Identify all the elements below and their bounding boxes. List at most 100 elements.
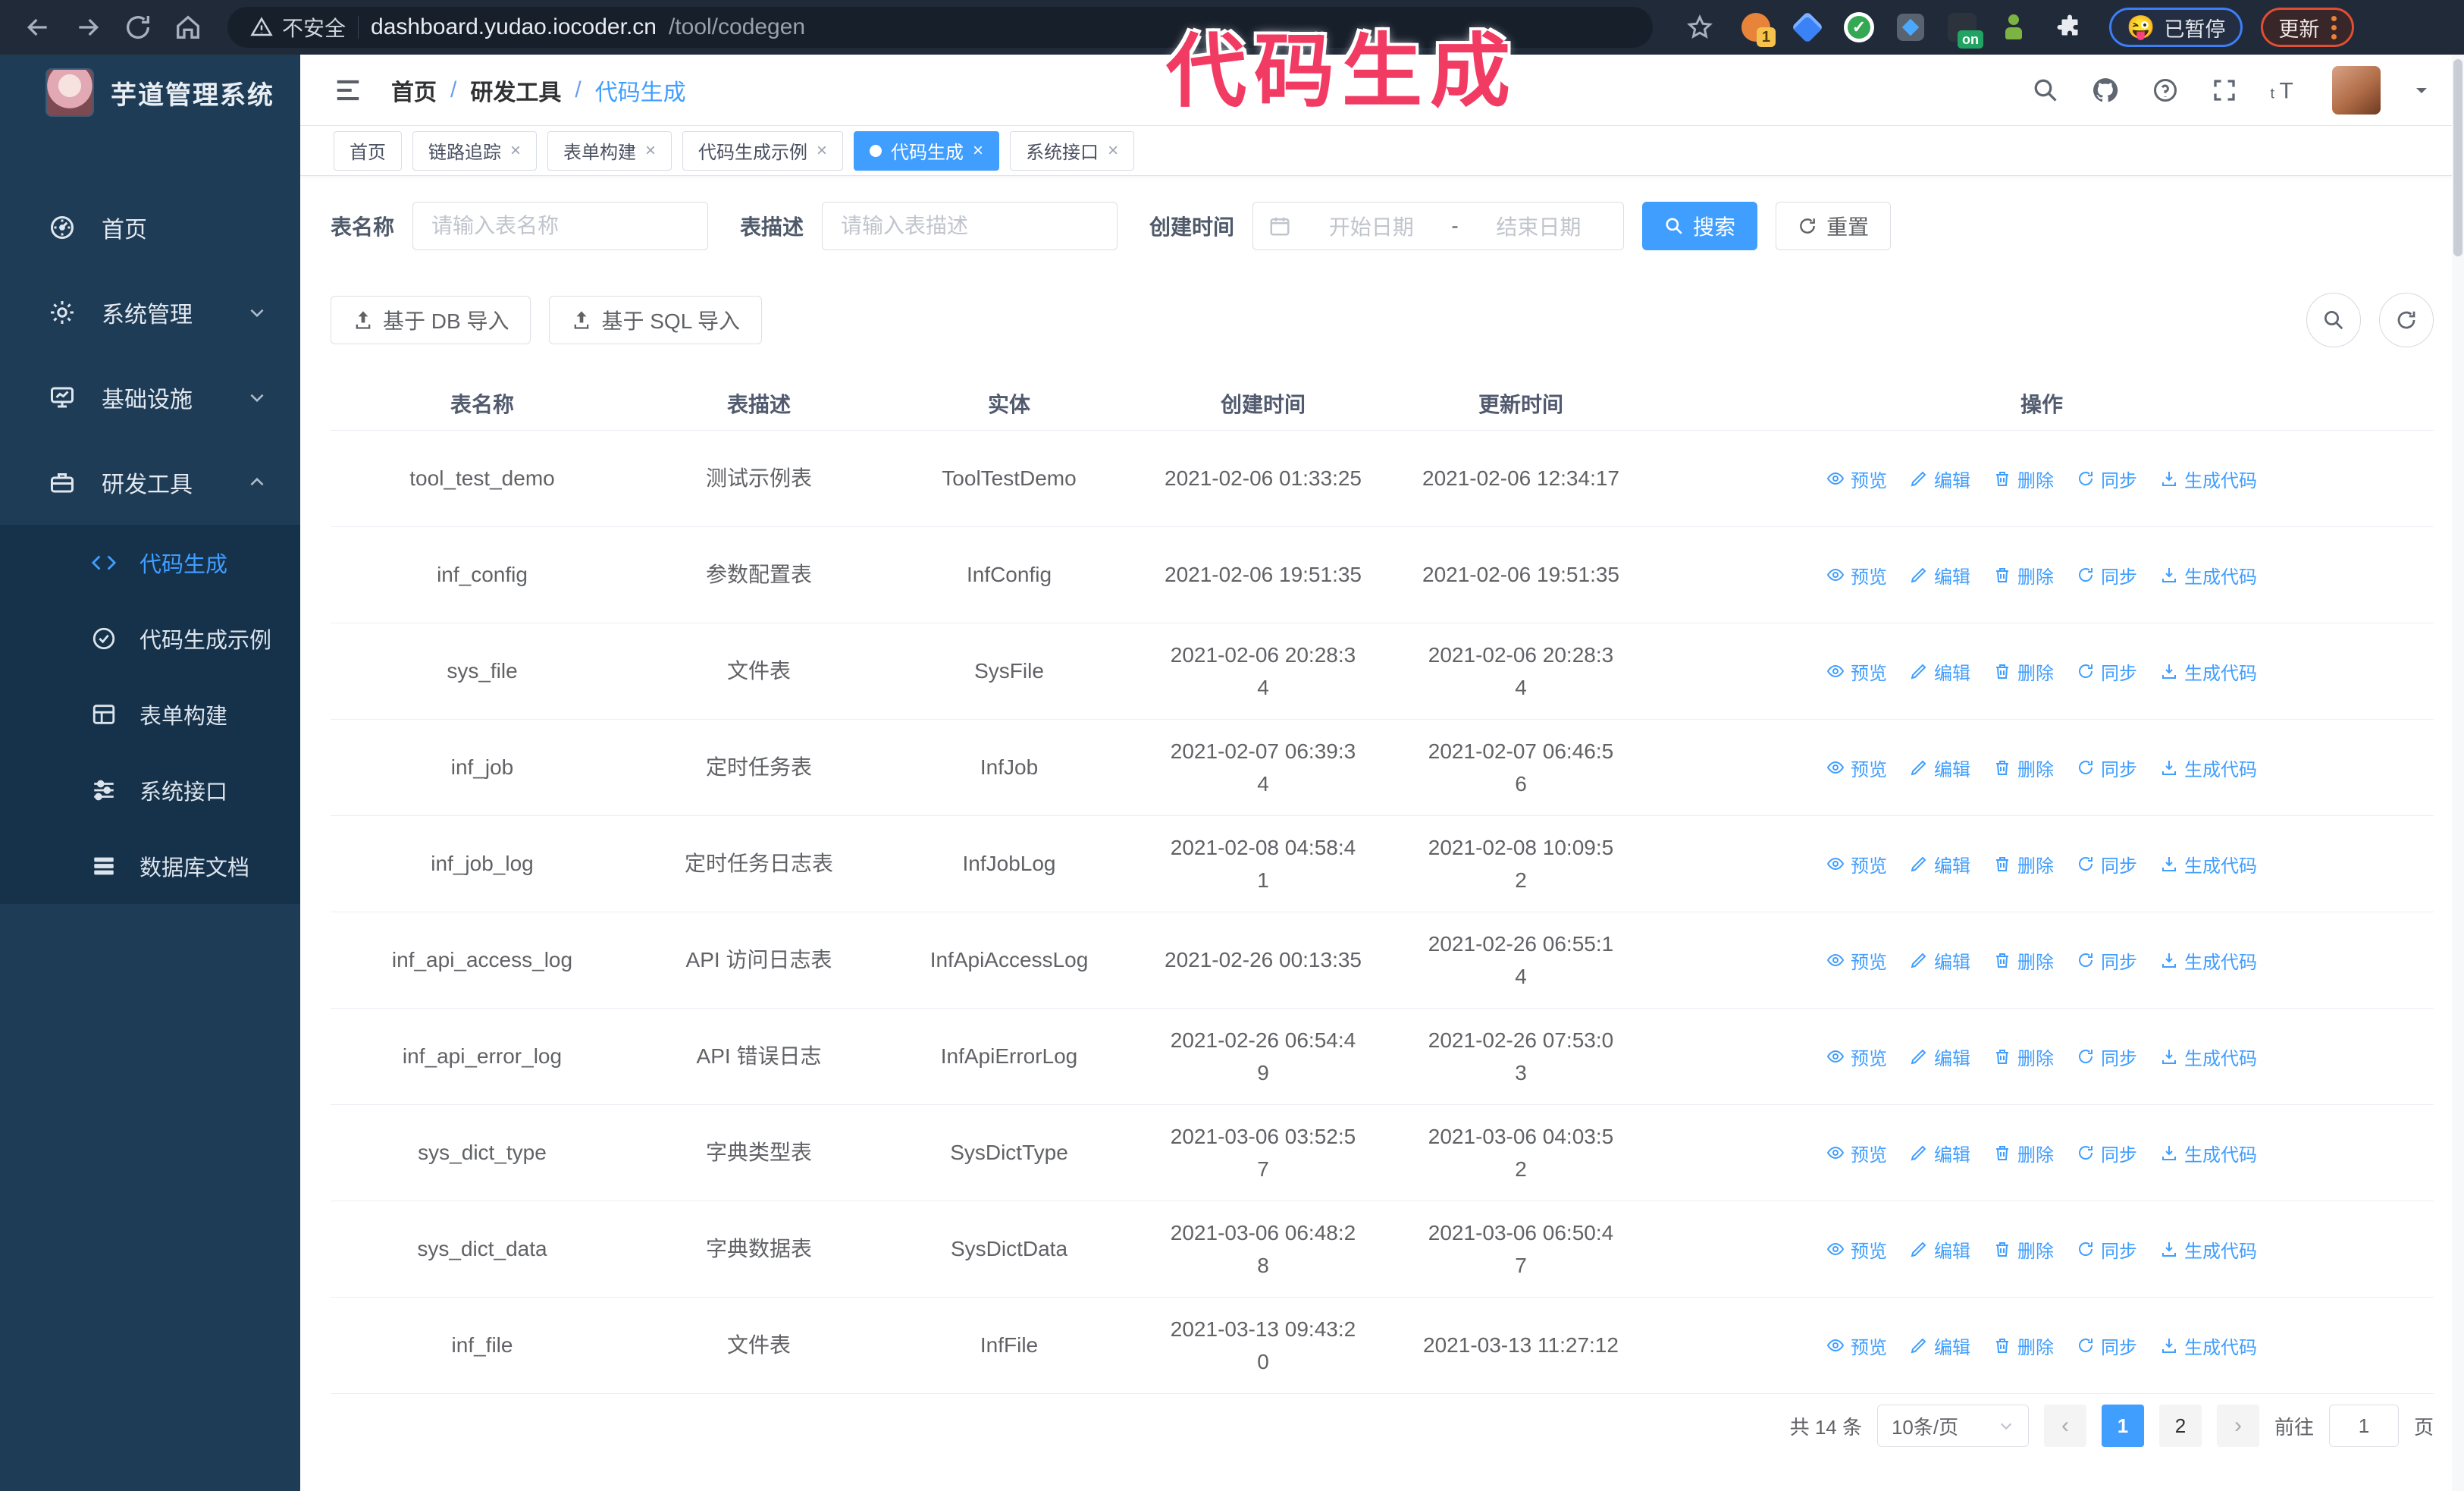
window-scrollbar[interactable]	[2452, 55, 2464, 1491]
preview-link[interactable]: 预览	[1826, 658, 1887, 685]
preview-link[interactable]: 预览	[1826, 466, 1887, 492]
close-icon[interactable]: ×	[817, 140, 828, 161]
profile-paused-chip[interactable]: 😜 已暂停	[2109, 8, 2243, 47]
import-sql-button[interactable]: 基于 SQL 导入	[549, 296, 763, 344]
generate-code-link[interactable]: 生成代码	[2160, 466, 2257, 492]
delete-link[interactable]: 删除	[1993, 466, 2054, 492]
edit-link[interactable]: 编辑	[1910, 947, 1970, 974]
sidebar-item-form-builder[interactable]: 表单构建	[0, 676, 300, 752]
edit-link[interactable]: 编辑	[1910, 658, 1970, 685]
extension-check-icon[interactable]: ✓	[1842, 11, 1876, 44]
table-row[interactable]: inf_job_log 定时任务日志表 InfJobLog 2021-02-08…	[331, 816, 2434, 912]
delete-link[interactable]: 删除	[1993, 658, 2054, 685]
toggle-search-button[interactable]	[2306, 293, 2361, 347]
delete-link[interactable]: 删除	[1993, 1044, 2054, 1070]
preview-link[interactable]: 预览	[1826, 1140, 1887, 1166]
delete-link[interactable]: 删除	[1993, 755, 2054, 781]
sync-link[interactable]: 同步	[2077, 1332, 2137, 1359]
edit-link[interactable]: 编辑	[1910, 562, 1970, 589]
extension-grid-icon[interactable]	[1894, 11, 1927, 44]
extension-gem-icon[interactable]	[1791, 11, 1824, 44]
app-logo-row[interactable]: 芋道管理系统	[0, 55, 300, 130]
edit-link[interactable]: 编辑	[1910, 1140, 1970, 1166]
edit-link[interactable]: 编辑	[1910, 851, 1970, 877]
extensions-puzzle-icon[interactable]	[2049, 6, 2091, 49]
delete-link[interactable]: 删除	[1993, 947, 2054, 974]
github-icon[interactable]	[2091, 76, 2120, 105]
sidebar-item-devtools[interactable]: 研发工具	[0, 440, 300, 525]
sync-link[interactable]: 同步	[2077, 658, 2137, 685]
breadcrumb-home[interactable]: 首页	[391, 80, 437, 105]
sync-link[interactable]: 同步	[2077, 1236, 2137, 1263]
table-row[interactable]: inf_job 定时任务表 InfJob 2021-02-07 06:39:3 …	[331, 720, 2434, 816]
sidebar-item-codegen[interactable]: 代码生成	[0, 525, 300, 601]
table-name-input[interactable]	[412, 202, 709, 250]
refresh-table-button[interactable]	[2379, 293, 2434, 347]
page-button-2[interactable]: 2	[2158, 1405, 2202, 1447]
table-row[interactable]: tool_test_demo 测试示例表 ToolTestDemo 2021-0…	[331, 431, 2434, 527]
delete-link[interactable]: 删除	[1993, 1236, 2054, 1263]
date-range-picker[interactable]: 开始日期 - 结束日期	[1252, 202, 1625, 250]
bookmark-star-icon[interactable]	[1679, 6, 1721, 49]
sync-link[interactable]: 同步	[2077, 851, 2137, 877]
address-bar[interactable]: 不安全 dashboard.yudao.iocoder.cn/tool/code…	[227, 7, 1653, 48]
preview-link[interactable]: 预览	[1826, 947, 1887, 974]
table-row[interactable]: sys_dict_type 字典类型表 SysDictType 2021-03-…	[331, 1105, 2434, 1201]
generate-code-link[interactable]: 生成代码	[2160, 755, 2257, 781]
sidebar-item-system[interactable]: 系统管理	[0, 270, 300, 355]
preview-link[interactable]: 预览	[1826, 562, 1887, 589]
home-icon[interactable]	[167, 6, 209, 49]
sidebar-item-system-api[interactable]: 系统接口	[0, 752, 300, 828]
close-icon[interactable]: ×	[510, 140, 522, 161]
collapse-menu-icon[interactable]	[334, 76, 362, 105]
sync-link[interactable]: 同步	[2077, 947, 2137, 974]
sync-link[interactable]: 同步	[2077, 1140, 2137, 1166]
generate-code-link[interactable]: 生成代码	[2160, 1140, 2257, 1166]
forward-icon[interactable]	[67, 6, 109, 49]
delete-link[interactable]: 删除	[1993, 1332, 2054, 1359]
reset-button[interactable]: 重置	[1776, 202, 1892, 250]
browser-menu-icon[interactable]	[2331, 15, 2337, 39]
sidebar-item-db-doc[interactable]: 数据库文档	[0, 828, 300, 904]
table-row[interactable]: inf_file 文件表 InfFile 2021-03-13 09:43:2 …	[331, 1298, 2434, 1394]
back-icon[interactable]	[17, 6, 59, 49]
generate-code-link[interactable]: 生成代码	[2160, 851, 2257, 877]
sidebar-item-codegen-demo[interactable]: 代码生成示例	[0, 601, 300, 676]
tag-tracing[interactable]: 链路追踪 ×	[412, 130, 538, 171]
preview-link[interactable]: 预览	[1826, 1332, 1887, 1359]
generate-code-link[interactable]: 生成代码	[2160, 1044, 2257, 1070]
reload-icon[interactable]	[117, 6, 159, 49]
sync-link[interactable]: 同步	[2077, 755, 2137, 781]
preview-link[interactable]: 预览	[1826, 755, 1887, 781]
generate-code-link[interactable]: 生成代码	[2160, 562, 2257, 589]
table-row[interactable]: inf_api_access_log API 访问日志表 InfApiAcces…	[331, 912, 2434, 1009]
close-icon[interactable]: ×	[645, 140, 657, 161]
close-icon[interactable]: ×	[973, 140, 984, 161]
preview-link[interactable]: 预览	[1826, 1044, 1887, 1070]
table-row[interactable]: sys_dict_data 字典数据表 SysDictData 2021-03-…	[331, 1201, 2434, 1298]
sidebar-item-home[interactable]: 首页	[0, 185, 300, 270]
table-row[interactable]: inf_api_error_log API 错误日志 InfApiErrorLo…	[331, 1009, 2434, 1105]
sync-link[interactable]: 同步	[2077, 562, 2137, 589]
tag-codegen-demo[interactable]: 代码生成示例 ×	[682, 130, 844, 171]
edit-link[interactable]: 编辑	[1910, 1236, 1970, 1263]
edit-link[interactable]: 编辑	[1910, 1044, 1970, 1070]
edit-link[interactable]: 编辑	[1910, 466, 1970, 492]
generate-code-link[interactable]: 生成代码	[2160, 1332, 2257, 1359]
extension-green-icon[interactable]	[1997, 11, 2030, 44]
fullscreen-icon[interactable]	[2211, 77, 2238, 104]
not-secure-warning[interactable]: 不安全	[250, 12, 346, 42]
prev-page-button[interactable]: ‹	[2043, 1405, 2086, 1447]
next-page-button[interactable]: ›	[2216, 1405, 2259, 1447]
search-icon[interactable]	[2032, 77, 2059, 104]
table-desc-input[interactable]	[822, 202, 1118, 250]
user-avatar[interactable]	[2332, 65, 2381, 115]
delete-link[interactable]: 删除	[1993, 851, 2054, 877]
scrollbar-thumb[interactable]	[2453, 59, 2462, 256]
help-icon[interactable]	[2152, 77, 2179, 104]
generate-code-link[interactable]: 生成代码	[2160, 658, 2257, 685]
user-menu-caret-icon[interactable]	[2412, 81, 2431, 99]
table-row[interactable]: inf_config 参数配置表 InfConfig 2021-02-06 19…	[331, 527, 2434, 623]
sidebar-item-infra[interactable]: 基础设施	[0, 355, 300, 440]
page-size-select[interactable]: 10条/页	[1876, 1405, 2029, 1447]
